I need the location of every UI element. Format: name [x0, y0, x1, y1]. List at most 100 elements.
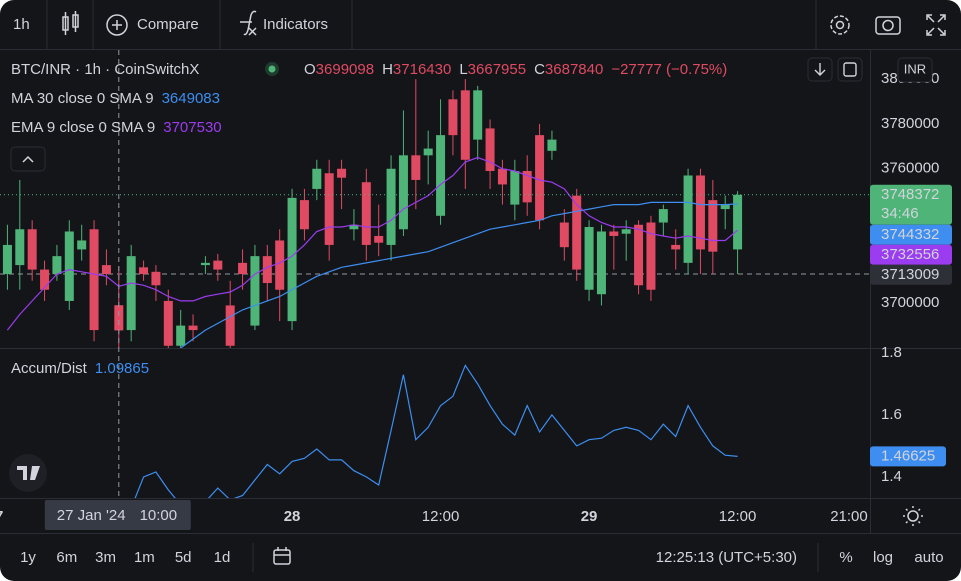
candle-body — [460, 90, 470, 160]
logo-mark — [17, 466, 40, 480]
candle-body — [299, 200, 309, 230]
tv-logo — [9, 454, 47, 492]
compare-button[interactable]: Compare — [106, 14, 199, 36]
candle-body — [522, 170, 532, 203]
indicators-button[interactable]: Indicators — [240, 10, 328, 36]
ohlc-label: O — [304, 61, 316, 78]
range-button[interactable]: 1m — [134, 549, 155, 566]
candle-body — [411, 155, 421, 180]
candle-body — [139, 267, 149, 275]
icon-part — [240, 10, 257, 36]
price-pane — [0, 79, 870, 348]
x-tick-label: 28 — [284, 508, 301, 525]
fullscreen-button[interactable] — [926, 14, 946, 36]
range-button[interactable]: 1y — [20, 549, 36, 566]
range-buttons: 1y 6m 3m 1m 5d 1d — [20, 549, 230, 566]
settings-button[interactable] — [830, 15, 850, 35]
indicator-name: Accum/Dist — [11, 360, 88, 377]
currency-button[interactable]: INR — [897, 57, 933, 83]
overlay-name: MA 30 close 0 SMA 9 — [11, 90, 154, 107]
candle-body — [349, 224, 359, 230]
price-label: 3713009 — [881, 266, 939, 283]
y-tick-label: 3780000 — [881, 115, 939, 132]
range-button[interactable]: 6m — [56, 549, 77, 566]
chart-type-icon[interactable] — [62, 11, 79, 35]
axis-settings[interactable] — [903, 506, 923, 526]
auto-toggle[interactable]: auto — [914, 549, 943, 566]
candle-body — [634, 224, 644, 286]
ohlc-value: 3687840 — [545, 61, 603, 78]
candle-body — [114, 305, 124, 331]
candle-body — [27, 229, 37, 270]
overlay-legend: EMA 9 close 0 SMA 9 3707530 — [11, 119, 222, 136]
ohlc-value: 3716430 — [393, 61, 451, 78]
candle-body — [40, 269, 50, 290]
icon-part — [273, 549, 291, 565]
candle-body — [52, 256, 62, 275]
overlay-legend: MA 30 close 0 SMA 9 3649083 — [11, 90, 220, 107]
x-tick-label: 12:00 — [422, 508, 460, 525]
overlay-value: 3707530 — [163, 119, 221, 136]
candle-body — [720, 204, 730, 210]
price-label: 3744332 — [881, 226, 939, 243]
symbol-title: BTC/INR · 1h · CoinSwitchX — [11, 61, 199, 78]
interval-button[interactable]: 1h — [13, 16, 30, 33]
ohlc-legend: O3699098 H3716430 L3667955 C3687840 −27777 (… — [304, 61, 727, 78]
goto-date-button[interactable] — [273, 547, 291, 565]
indicator-label-box — [870, 446, 946, 467]
maximize-button[interactable] — [837, 57, 863, 82]
price-label-box — [870, 184, 952, 225]
snapshot-button[interactable] — [875, 16, 901, 35]
candle-body — [398, 155, 408, 230]
collapse-button[interactable] — [10, 146, 46, 172]
price-label-box — [870, 244, 952, 265]
range-button[interactable]: 1d — [214, 549, 231, 566]
log-toggle[interactable]: log — [873, 549, 893, 566]
indicator-value: 1.09865 — [95, 360, 149, 377]
crosshair-time-label: 27 Jan '24 10:00 — [57, 507, 177, 524]
candle-body — [473, 90, 483, 140]
overlay-name: EMA 9 close 0 SMA 9 — [11, 119, 155, 136]
crosshair-time-box — [44, 500, 191, 530]
icon-part — [835, 20, 845, 30]
range-button[interactable]: 5d — [175, 549, 192, 566]
percent-toggle[interactable]: % — [839, 549, 852, 566]
pane-buttons — [807, 57, 863, 82]
candle-body — [609, 231, 619, 236]
candle-body — [2, 244, 12, 275]
countdown-label: 34:46 — [881, 205, 919, 222]
candle-body — [77, 240, 87, 250]
candle-body — [559, 222, 569, 248]
icon-part — [903, 506, 923, 526]
overlay-value: 3649083 — [162, 90, 220, 107]
candle-body — [436, 135, 446, 216]
candle-body — [126, 256, 136, 331]
indicator-label: 1.46625 — [881, 447, 935, 464]
candle-body — [361, 182, 371, 245]
candle-body — [584, 227, 594, 290]
indicator-legend: Accum/Dist 1.09865 — [11, 360, 149, 377]
candle-body — [89, 229, 99, 331]
candle-body — [287, 197, 297, 322]
change-value: −27777 (−0.75%) — [611, 61, 727, 78]
price-label-box — [870, 264, 952, 285]
candle-body — [225, 305, 235, 346]
candle-body — [485, 128, 495, 171]
indicator-tick-label: 1.6 — [881, 406, 902, 423]
range-button[interactable]: 3m — [95, 549, 116, 566]
clock[interactable]: 12:25:13 (UTC+5:30) — [656, 549, 797, 566]
candle-body — [683, 175, 693, 263]
x-tick-label: 29 — [581, 508, 598, 525]
currency-label: INR — [904, 61, 926, 76]
crosshair-time: 10:00 — [140, 507, 178, 524]
candle-body — [275, 240, 285, 290]
x-tick-label: 21:00 — [830, 508, 868, 525]
candle-body — [497, 168, 507, 185]
candle-body — [423, 148, 433, 156]
candle-body — [386, 168, 396, 245]
candle-body — [547, 139, 557, 151]
icon-part — [875, 16, 901, 35]
candle-body — [238, 262, 248, 275]
candle-body — [708, 200, 718, 252]
